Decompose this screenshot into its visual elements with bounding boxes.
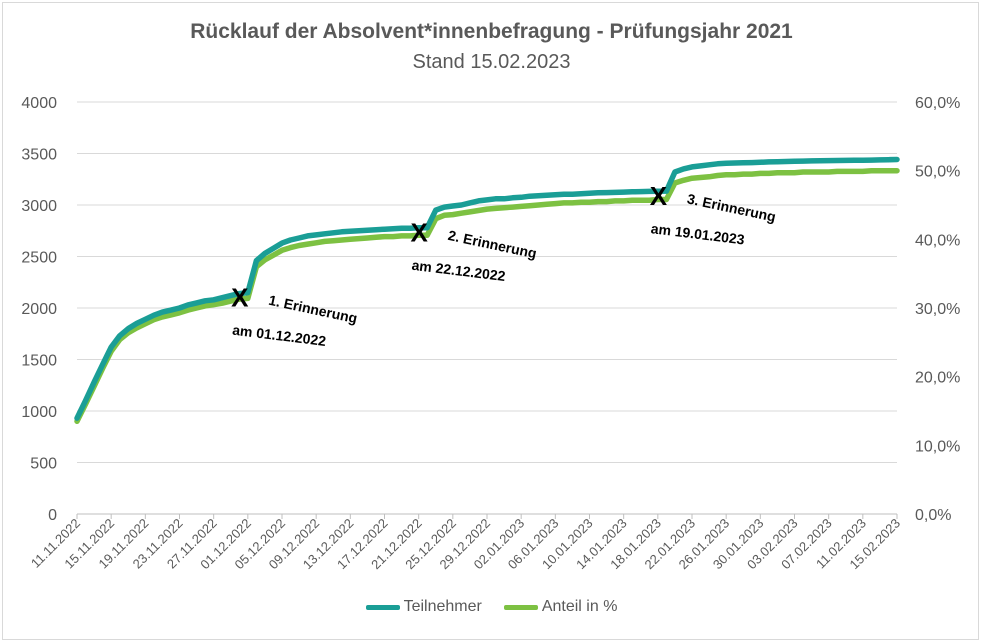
reminder-label: 1. Erinnerung [267,292,359,326]
series-line-teilnehmer [74,156,900,421]
chart-legend: Teilnehmer Anteil in % [0,598,983,616]
reminder-label: 3. Erinnerung [686,190,778,224]
y-left-tick-label: 500 [30,456,57,473]
y-left-tick-label: 2000 [21,301,57,318]
reminder-date: am 19.01.2023 [650,220,746,247]
reminder-marker: X [650,181,668,211]
reminder-marker: X [231,283,249,313]
y-left-tick-label: 3500 [21,147,57,164]
y-right-tick-label: 50,0% [915,164,960,181]
y-left-tick-label: 2500 [21,250,57,267]
y-right-tick-label: 20,0% [915,370,960,387]
legend-swatch-anteil [503,604,538,610]
y-right-tick-label: 60,0% [915,95,960,112]
chart-title: Rücklauf der Absolvent*innenbefragung - … [190,20,793,43]
y-right-tick-label: 40,0% [915,232,960,249]
y-right-tick-label: 0,0% [915,507,951,524]
y-right-tick-label: 10,0% [915,438,960,455]
y-right-tick-label: 30,0% [915,301,960,318]
legend-label-anteil: Anteil in % [541,598,618,615]
legend-swatch-teilnehmer [365,604,400,610]
legend-item-anteil: Anteil in % [503,598,618,616]
reminder-date: am 01.12.2022 [231,322,327,349]
reminder-date: am 22.12.2022 [411,257,507,284]
reminder-marker: X [411,218,429,248]
y-left-tick-label: 3000 [21,198,57,215]
chart-subtitle: Stand 15.02.2023 [412,51,571,73]
y-left-tick-label: 4000 [21,95,57,112]
series-line-anteil [74,167,900,425]
legend-label-teilnehmer: Teilnehmer [403,598,482,615]
y-left-tick-label: 1000 [21,404,57,421]
y-left-tick-label: 0 [48,507,57,524]
legend-item-teilnehmer: Teilnehmer [365,598,482,616]
y-left-tick-label: 1500 [21,353,57,370]
